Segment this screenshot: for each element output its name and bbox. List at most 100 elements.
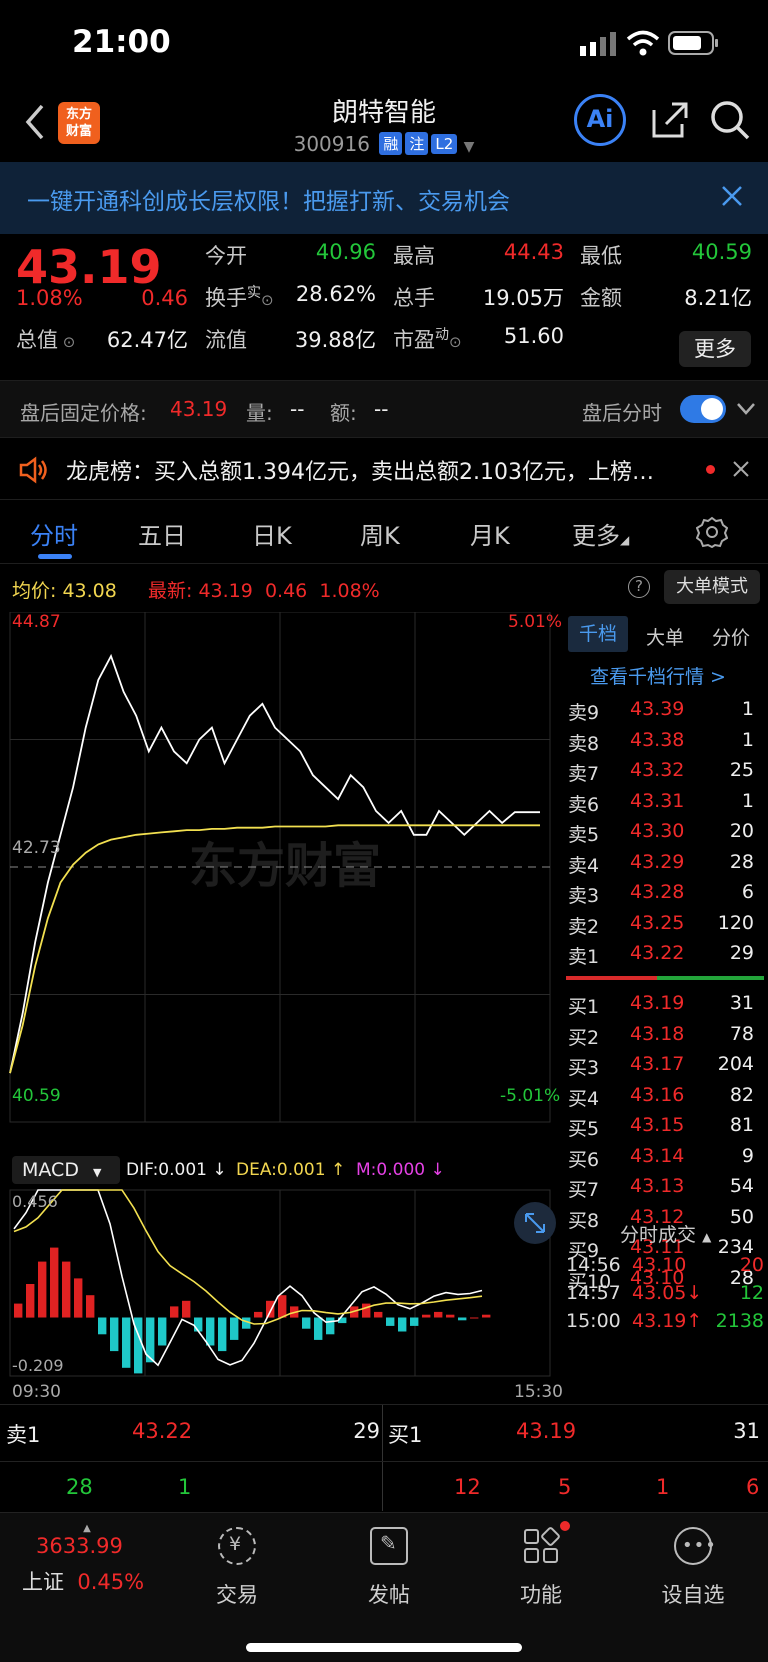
mktcap-label[interactable]: 总值 ⊙	[16, 328, 76, 352]
help-icon[interactable]: ?	[628, 576, 650, 598]
search-icon[interactable]	[710, 100, 752, 146]
chevron-down-icon[interactable]	[736, 401, 756, 420]
signal-icon	[580, 32, 616, 60]
settings-gear-icon[interactable]	[695, 516, 729, 552]
bottom-sell-price: 43.22	[132, 1419, 193, 1443]
ask-qty: 29	[729, 942, 754, 964]
macd-bar	[158, 1317, 167, 1346]
stock-code-row[interactable]: 300916 融注 L2 ▼	[0, 132, 768, 156]
bid-qty: 28	[729, 1266, 754, 1289]
price-line	[9, 653, 540, 1074]
bottom-buy-qty: 31	[733, 1419, 760, 1443]
watermark: 东方财富	[189, 838, 381, 894]
tab-intraday[interactable]: 分时	[30, 522, 78, 550]
sell-split: 1	[178, 1475, 192, 1499]
ask-level: 卖4	[568, 854, 600, 877]
nav-add-watchlist[interactable]: ••• 设自选	[638, 1527, 748, 1609]
tab-5day[interactable]: 五日	[138, 522, 186, 550]
after-hours-toggle[interactable]	[680, 395, 726, 423]
bid-price: 43.12	[630, 1205, 685, 1228]
macd-bar	[50, 1247, 59, 1318]
back-icon[interactable]	[22, 102, 46, 146]
macd-bar	[422, 1314, 431, 1318]
macd-bar	[254, 1311, 263, 1318]
bid-row: 买3 43.17 204	[562, 1053, 768, 1083]
ask-row: 卖1 43.22 29	[562, 942, 768, 972]
ask-qty: 1	[741, 698, 754, 720]
ask-price: 43.32	[630, 759, 685, 781]
index-widget[interactable]: ▲ 3633.99 上证 0.45%	[22, 1523, 172, 1596]
ask-level: 卖5	[568, 824, 600, 846]
trades-header[interactable]: 分时成交 ▲	[620, 1224, 712, 1246]
bid-row: 买6 43.14 9	[562, 1145, 768, 1175]
buy-split: 12	[454, 1475, 481, 1499]
macd-bar	[374, 1311, 383, 1318]
buy-split: 1	[656, 1475, 670, 1499]
bid-qty: 82	[729, 1083, 754, 1106]
info-icon: ⊙	[449, 333, 462, 351]
bid-price: 43.15	[630, 1114, 685, 1136]
macd-bar	[434, 1311, 443, 1318]
after-amt-label: 额:	[330, 401, 357, 425]
nav-trade[interactable]: ¥ 交易	[182, 1527, 292, 1609]
trade-row: 14:56 43.10 20	[562, 1254, 768, 1284]
intraday-chart[interactable]: 东方财富 44.87 5.01% 42.73 40.59 -5.01% MACD…	[0, 611, 563, 1402]
macd-bar	[98, 1317, 107, 1335]
nav-functions[interactable]: 功能	[486, 1521, 596, 1609]
big-order-mode-button[interactable]: 大单模式	[664, 570, 760, 604]
after-chart-label: 盘后分时	[582, 401, 662, 425]
after-hours-bar: 盘后固定价格: 43.19 量: -- 额: -- 盘后分时	[0, 380, 768, 438]
ob-tab-depth[interactable]: 千档	[568, 616, 628, 652]
bid-level: 买10	[568, 1270, 612, 1293]
float-value: 39.88亿	[294, 328, 376, 352]
bid-level: 买8	[568, 1209, 600, 1232]
pe-label[interactable]: 市盈动⊙	[393, 327, 462, 352]
info-icon: ⊙	[261, 291, 274, 309]
after-vol: --	[290, 397, 305, 421]
close-icon[interactable]	[720, 184, 744, 212]
turnover-label[interactable]: 换手实⊙	[205, 285, 274, 310]
tab-weekly-k[interactable]: 周K	[360, 522, 400, 550]
avg-line	[9, 824, 540, 1074]
ai-button[interactable]: Ai	[574, 94, 626, 146]
close-icon[interactable]	[732, 460, 750, 482]
trade-time: 14:57	[566, 1282, 621, 1304]
bid-row: 买8 43.12 50	[562, 1206, 768, 1236]
bid-qty: 31	[729, 992, 754, 1014]
view-depth-link[interactable]: 查看千档行情 >	[590, 666, 726, 688]
ob-tab-price[interactable]: 分价	[712, 627, 751, 649]
ask-row: 卖9 43.39 1	[562, 698, 768, 728]
tab-monthly-k[interactable]: 月K	[470, 522, 510, 550]
index-name: 上证	[22, 1570, 64, 1594]
more-button[interactable]: 更多	[679, 331, 751, 367]
nav-post[interactable]: ✎ 发帖	[334, 1527, 444, 1609]
stock-header: 东方 财富 朗特智能 300916 融注 L2 ▼ Ai	[0, 90, 768, 162]
macd-bar	[62, 1261, 71, 1318]
bid-price: 43.14	[630, 1144, 685, 1167]
bid-row: 买4 43.16 82	[562, 1084, 768, 1114]
macd-bar	[206, 1317, 215, 1346]
tab-daily-k[interactable]: 日K	[252, 522, 292, 550]
macd-bar	[26, 1284, 35, 1318]
macd-dif: DIF:0.001 ↓	[126, 1160, 227, 1180]
ob-tab-bigorder[interactable]: 大单	[646, 627, 685, 649]
mktcap-value: 62.47亿	[106, 328, 188, 352]
ask-row: 卖2 43.25 120	[562, 912, 768, 942]
macd-bar	[410, 1317, 419, 1326]
dragon-tiger-notice[interactable]: 龙虎榜：买入总额1.394亿元，卖出总额2.103亿元，上榜…	[0, 438, 768, 500]
promo-banner[interactable]: 一键开通科创成长层权限！把握打新、交易机会	[0, 162, 768, 234]
macd-selector[interactable]: MACD ▼	[12, 1156, 120, 1184]
tab-more[interactable]: 更多◢	[572, 522, 630, 550]
macd-bar	[242, 1317, 251, 1329]
stock-name: 朗特智能	[331, 98, 436, 128]
dea-line	[13, 1189, 483, 1325]
sell-split: 28	[66, 1475, 93, 1499]
share-icon[interactable]	[650, 100, 690, 144]
ask-level: 卖8	[568, 732, 600, 755]
expand-icon[interactable]	[514, 1202, 556, 1244]
bid-level: 买4	[568, 1087, 600, 1110]
bottom-buy-price: 43.19	[516, 1419, 577, 1443]
tab-active-indicator	[38, 554, 72, 559]
speaker-icon	[18, 456, 50, 488]
x-start-label: 09:30	[12, 1382, 61, 1402]
